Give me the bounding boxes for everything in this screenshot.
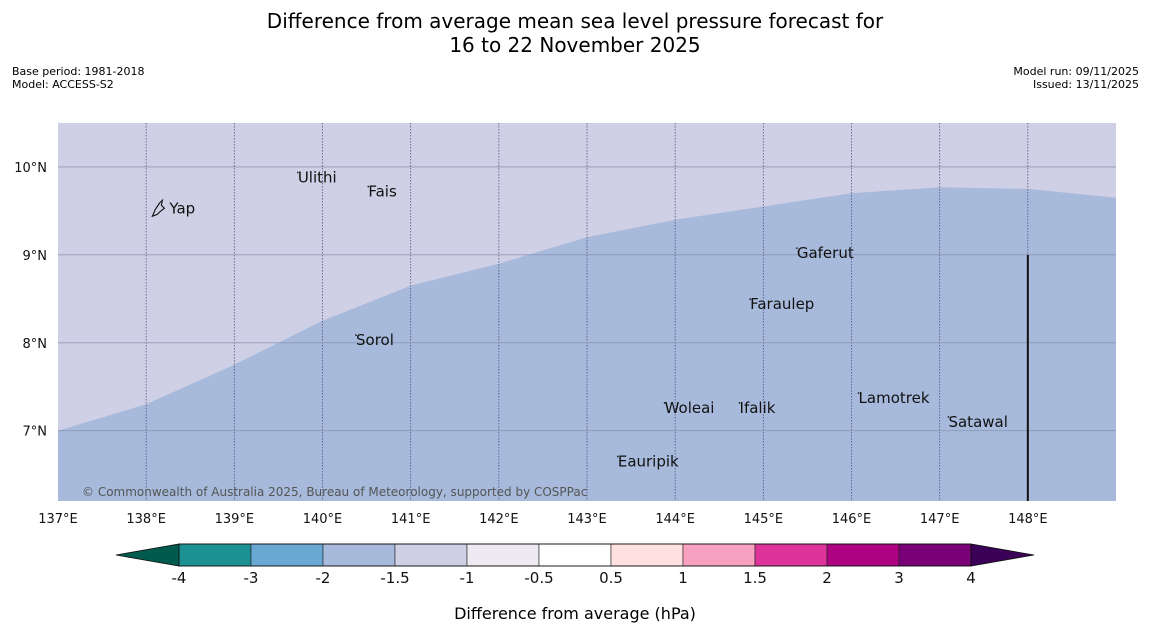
- colorbar-tick-label: -2: [316, 569, 331, 587]
- lat-tick-label: 10°N: [14, 161, 47, 176]
- colorbar-segment: [466, 543, 540, 567]
- forecast-map: Yap Ulithi Fais Gaferut Faraulep Sorol Lamotre…: [14, 123, 1116, 527]
- island-marker: [616, 455, 619, 458]
- colorbar-segment: [826, 543, 900, 567]
- place-label-satawal: Satawal: [948, 413, 1007, 431]
- place-label-woleai: Woleai: [665, 399, 715, 417]
- lon-tick-label: 144°E: [655, 512, 695, 527]
- place-label-fais: Fais: [368, 183, 397, 201]
- lon-tick-label: 139°E: [215, 512, 255, 527]
- lat-tick-label: 7°N: [23, 425, 48, 440]
- lon-tick-label: 143°E: [567, 512, 607, 527]
- model-name: Model: ACCESS-S2: [12, 78, 114, 91]
- island-marker: [749, 298, 752, 300]
- lon-tick-label: 147°E: [920, 512, 960, 527]
- colorbar-label: Difference from average (hPa): [454, 604, 696, 623]
- colorbar-segment: [538, 543, 612, 567]
- model-run: Model run: 09/11/2025: [1013, 65, 1139, 78]
- place-label-faraulep: Faraulep: [750, 295, 814, 313]
- colorbar-tick-label: -1: [460, 569, 475, 587]
- lon-tick-label: 142°E: [479, 512, 519, 527]
- colorbar: -4 -3 -2 -1.5 -1 -0.5 0.5 1 1.5 2 3 4: [115, 543, 1035, 587]
- colorbar-tick-label: 4: [966, 569, 976, 587]
- colorbar-segment: [322, 543, 396, 567]
- lon-tick-label: 137°E: [38, 512, 78, 527]
- colorbar-segment: [250, 543, 324, 567]
- island-marker: [355, 334, 357, 337]
- colorbar-segment: [610, 543, 684, 567]
- map-title: Difference from average mean sea level p…: [0, 9, 1150, 57]
- colorbar-tick-label: -1.5: [380, 569, 409, 587]
- issued-date: Issued: 13/11/2025: [1032, 78, 1139, 91]
- copyright-text: © Commonwealth of Australia 2025, Bureau…: [82, 485, 587, 499]
- place-label-sorol: Sorol: [356, 331, 394, 349]
- meta-left: Base period: 1981-2018 Model: ACCESS-S2: [12, 65, 144, 91]
- island-marker: [857, 392, 860, 395]
- colorbar-tick-label: 3: [894, 569, 904, 587]
- colorbar-tick-label: 2: [822, 569, 832, 587]
- place-label-yap: Yap: [168, 199, 195, 217]
- colorbar-segment: [898, 543, 972, 567]
- island-marker: [738, 401, 741, 404]
- colorbar-tick-label: 1: [678, 569, 688, 587]
- colorbar-border: [178, 543, 972, 567]
- place-label-ulithi: Ulithi: [298, 169, 337, 187]
- colorbar-tick-label: 0.5: [599, 569, 623, 587]
- colorbar-tick-label: -4: [172, 569, 187, 587]
- colorbar-over-extend: [970, 543, 1035, 567]
- island-marker: [795, 247, 798, 250]
- island-marker: [296, 171, 299, 174]
- lon-tick-label: 146°E: [832, 512, 872, 527]
- colorbar-segment: [754, 543, 828, 567]
- island-marker: [367, 185, 370, 188]
- pressure-anomaly-field: [58, 187, 1116, 501]
- base-period: Base period: 1981-2018: [12, 65, 145, 78]
- lon-tick-label: 140°E: [303, 512, 343, 527]
- colorbar-tick-label: 1.5: [743, 569, 767, 587]
- place-labels: Yap Ulithi Fais Gaferut Faraulep Sorol Lamotre…: [151, 169, 1008, 470]
- colorbar-under-extend: [115, 543, 180, 567]
- island-marker: [947, 415, 950, 418]
- place-label-ifalik: Ifalik: [740, 399, 776, 417]
- lon-tick-label: 141°E: [391, 512, 431, 527]
- title-line-1: Difference from average mean sea level p…: [266, 9, 884, 33]
- colorbar-tick-label: -0.5: [524, 569, 553, 587]
- lat-tick-label: 8°N: [23, 337, 48, 352]
- lon-tick-label: 148°E: [1008, 512, 1048, 527]
- axis-tick-labels: 137°E 138°E 139°E 140°E 141°E 142°E 143°E 144°E…: [14, 161, 1047, 527]
- grid-lines: [58, 123, 1116, 501]
- place-label-lamotrek: Lamotrek: [859, 389, 930, 407]
- colorbar-tick-label: -3: [244, 569, 259, 587]
- colorbar-segment: [178, 543, 252, 567]
- meta-right: Model run: 09/11/2025 Issued: 13/11/2025: [1013, 65, 1139, 91]
- title-line-2: 16 to 22 November 2025: [449, 33, 701, 57]
- lon-tick-label: 138°E: [126, 512, 166, 527]
- island-marker: [663, 401, 666, 404]
- place-label-eauripik: Eauripik: [618, 452, 679, 470]
- place-label-gaferut: Gaferut: [797, 244, 854, 262]
- colorbar-segment: [394, 543, 468, 567]
- yap-island-outline: [151, 198, 166, 218]
- colorbar-segment: [682, 543, 756, 567]
- lat-tick-label: 9°N: [23, 249, 48, 264]
- lon-tick-label: 145°E: [744, 512, 784, 527]
